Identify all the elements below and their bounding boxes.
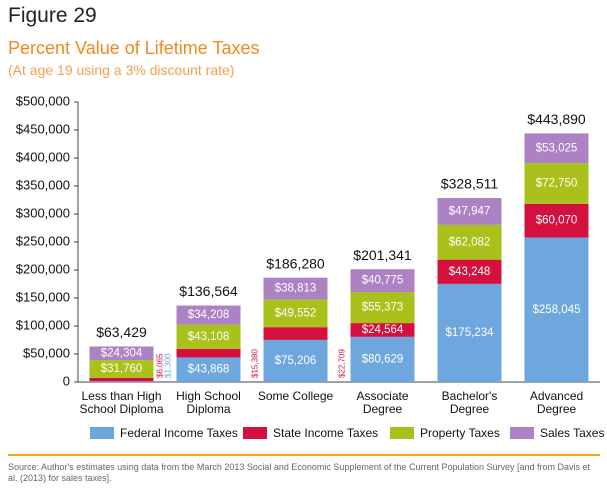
x-tick-label: Diploma <box>186 402 230 416</box>
y-tick-label: $250,000 <box>16 233 70 248</box>
value-label: $62,082 <box>449 236 491 248</box>
figure-number: Figure 29 <box>8 4 97 27</box>
bar-segment <box>524 133 589 164</box>
x-tick-label: Bachelor's <box>442 389 498 403</box>
value-label: $24,304 <box>101 347 143 359</box>
y-tick-label: $400,000 <box>16 149 70 164</box>
x-tick-label: Degree <box>537 402 577 416</box>
bar-segment <box>89 377 154 382</box>
bar-segment <box>263 339 328 382</box>
bar-segment <box>89 360 154 378</box>
x-tick-label: School Diploma <box>79 402 163 416</box>
value-label: $49,552 <box>275 307 317 319</box>
legend-label: Federal Income Taxes <box>120 426 238 440</box>
bar-segment <box>89 381 154 382</box>
x-tick-label: Degree <box>363 402 403 416</box>
y-tick-label: $50,000 <box>23 345 70 360</box>
value-label: $24,564 <box>362 324 404 336</box>
bar-segment <box>350 269 415 293</box>
legend-swatch <box>243 427 267 439</box>
total-label: $63,429 <box>96 324 147 340</box>
bar-segment <box>437 259 502 284</box>
y-tick-label: $200,000 <box>16 261 70 276</box>
value-label-outside: $15,380 <box>251 349 260 378</box>
chart: 0 $50,000 $100,000 $150,000 $200,000 $250,000… <box>16 93 605 440</box>
bar-segment <box>524 237 589 382</box>
bar-segment <box>524 203 589 238</box>
bar-segment <box>437 283 502 382</box>
x-tick-label: Less than High <box>81 389 161 403</box>
value-label: $75,206 <box>275 355 317 367</box>
value-label: $31,760 <box>101 363 143 375</box>
bar-segment <box>263 327 328 340</box>
value-label: $72,750 <box>536 178 578 190</box>
y-tick-label: $100,000 <box>16 317 70 332</box>
x-tick-label: Associate <box>356 389 408 403</box>
divider <box>8 454 600 456</box>
chart-title: Percent Value of Lifetime Taxes <box>8 38 260 58</box>
y-tick-label: 0 <box>63 373 70 388</box>
value-label: $47,947 <box>449 205 491 217</box>
total-label: $136,564 <box>179 283 238 299</box>
bar-segment <box>524 163 589 204</box>
bar-segment <box>176 357 241 382</box>
total-label: $186,280 <box>266 255 325 271</box>
source-note: Source: Author's estimates using data fr… <box>8 462 591 483</box>
value-label-outside: $22,709 <box>338 349 347 378</box>
y-tick-label: $450,000 <box>16 121 70 136</box>
value-label-outside: $6,065 <box>156 353 165 378</box>
x-tick-label: High School <box>176 389 241 403</box>
x-tick-label: Advanced <box>530 389 583 403</box>
legend-label: State Income Taxes <box>273 426 378 440</box>
value-label: $80,629 <box>362 353 404 365</box>
bar-segment <box>350 323 415 337</box>
bar-segment <box>89 346 154 361</box>
bar-segment <box>263 277 328 300</box>
value-label: $43,868 <box>188 364 230 376</box>
bar-segment <box>176 305 241 325</box>
bar-segment <box>350 336 415 382</box>
value-label: $175,234 <box>446 327 495 339</box>
value-label: $40,775 <box>362 275 404 287</box>
bar-segment <box>263 299 328 328</box>
bar-segment <box>350 292 415 324</box>
legend-swatch <box>510 427 534 439</box>
y-tick-label: $150,000 <box>16 289 70 304</box>
value-label: $60,070 <box>536 215 578 227</box>
legend-swatch <box>390 427 414 439</box>
value-label: $53,025 <box>536 142 578 154</box>
chart-subtitle: (At age 19 using a 3% discount rate) <box>8 62 235 78</box>
total-label: $443,890 <box>527 111 586 127</box>
total-label: $201,341 <box>353 247 412 263</box>
x-tick-label: Degree <box>450 402 490 416</box>
x-tick-label: Some College <box>258 389 334 403</box>
value-label: $258,045 <box>533 304 581 316</box>
y-tick-label: $300,000 <box>16 205 70 220</box>
value-label: $43,248 <box>449 266 491 278</box>
legend-label: Sales Taxes <box>540 426 604 440</box>
value-label-outside: $1,300 <box>164 353 173 378</box>
bar-segment <box>437 224 502 260</box>
legend-swatch <box>90 427 114 439</box>
value-label: $34,208 <box>188 309 230 321</box>
bar-segment <box>437 198 502 225</box>
total-label: $328,511 <box>441 176 499 192</box>
legend-label: Property Taxes <box>420 426 500 440</box>
bar-segment <box>176 324 241 349</box>
y-tick-label: $500,000 <box>16 93 70 108</box>
value-label: $43,108 <box>188 331 230 343</box>
y-tick-label: $350,000 <box>16 177 70 192</box>
value-label: $38,813 <box>275 283 317 295</box>
bar-segment <box>176 348 241 358</box>
value-label: $55,373 <box>362 302 404 314</box>
